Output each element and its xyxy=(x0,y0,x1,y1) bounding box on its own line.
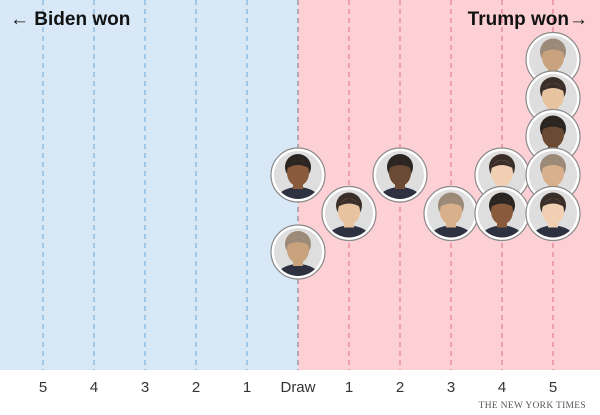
biden-won-label: ← Biden won xyxy=(10,9,130,30)
credit-line: THE NEW YORK TIMES xyxy=(478,401,586,411)
tick-label-trump-5: 5 xyxy=(549,379,557,396)
commentator-marker xyxy=(321,185,377,242)
tick-label-trump-2: 2 xyxy=(396,379,404,396)
trump-won-label: Trump won→ xyxy=(468,9,588,30)
tick-label-biden-2: 2 xyxy=(192,379,200,396)
tick-label-biden-3: 3 xyxy=(141,379,149,396)
commentator-marker xyxy=(525,185,581,242)
commentator-marker xyxy=(372,147,428,203)
tick-label-trump-1: 1 xyxy=(345,379,353,396)
tick-label-biden-4: 4 xyxy=(90,379,98,396)
tick-label-biden-1: 1 xyxy=(243,379,251,396)
commentator-marker xyxy=(423,185,479,242)
commentator-marker xyxy=(270,147,326,203)
tick-label-trump-4: 4 xyxy=(498,379,506,396)
tick-label-trump-3: 3 xyxy=(447,379,455,396)
tick-label-draw-draw: Draw xyxy=(280,379,315,396)
tick-label-biden-5: 5 xyxy=(39,379,47,396)
commentator-marker xyxy=(270,224,326,280)
biden-region xyxy=(0,0,298,370)
commentator-marker xyxy=(474,185,530,242)
